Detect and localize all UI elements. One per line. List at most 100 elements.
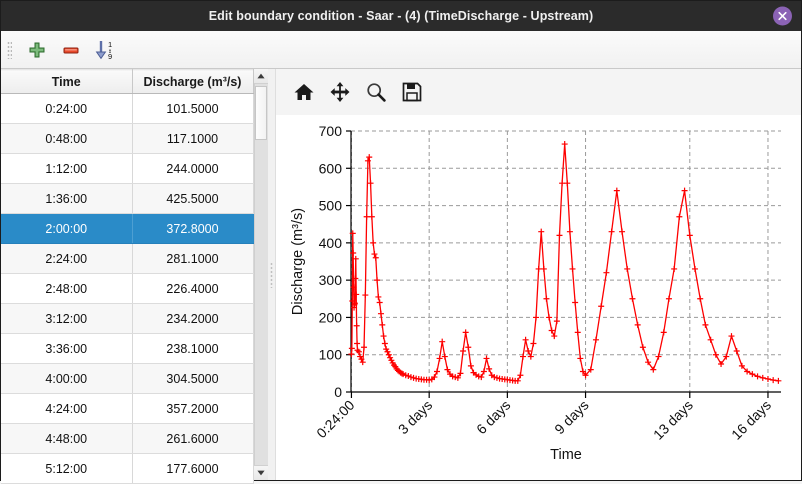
table-row[interactable]: 0:48:00 117.1000 — [1, 123, 254, 154]
table-row[interactable]: 4:00:00 304.5000 — [1, 363, 254, 394]
svg-text:1: 1 — [108, 40, 112, 49]
table-row[interactable]: 3:12:00 234.2000 — [1, 303, 254, 334]
y-tick-label: 300 — [319, 272, 343, 288]
chart-container[interactable]: 0 100 200 300 400 500 600 700 0:24:00 3 days 6 day… — [276, 115, 801, 480]
y-tick-label: 0 — [334, 384, 342, 400]
remove-row-button[interactable] — [54, 34, 88, 66]
cell-time[interactable]: 2:00:00 — [1, 213, 133, 244]
close-window-button[interactable] — [773, 6, 792, 26]
data-point-markers — [348, 141, 782, 384]
save-button[interactable] — [394, 75, 430, 109]
y-tick-label: 600 — [319, 160, 343, 176]
cell-discharge[interactable]: 372.8000 — [132, 213, 254, 244]
window-body: Time Discharge (m³/s) 0:24:00 101.5000 0:4… — [1, 69, 801, 484]
table-vertical-scrollbar[interactable] — [253, 69, 268, 480]
svg-text:9: 9 — [108, 52, 112, 61]
triangle-up-icon — [257, 73, 265, 79]
table-row[interactable]: 1:36:00 425.5000 — [1, 183, 254, 214]
y-tick-label: 500 — [319, 198, 343, 214]
cell-discharge[interactable]: 425.5000 — [132, 183, 254, 214]
cell-discharge[interactable]: 226.4000 — [132, 273, 254, 304]
pan-button[interactable] — [322, 75, 358, 109]
table-row[interactable]: 2:48:00 226.4000 — [1, 273, 254, 304]
x-tick-label: 0:24:00 — [313, 397, 357, 441]
cell-time[interactable]: 1:12:00 — [1, 153, 133, 184]
table-header-row: Time Discharge (m³/s) — [1, 69, 254, 94]
plot-pane: 0 100 200 300 400 500 600 700 0:24:00 3 days 6 day… — [276, 69, 801, 480]
cell-time[interactable]: 5:12:00 — [1, 453, 133, 484]
cell-time[interactable]: 0:48:00 — [1, 123, 133, 154]
cell-discharge[interactable]: 304.5000 — [132, 363, 254, 394]
table-row[interactable]: 3:36:00 238.1000 — [1, 333, 254, 364]
data-series-line — [350, 144, 779, 382]
magnifier-icon — [367, 83, 386, 102]
cell-time[interactable]: 2:24:00 — [1, 243, 133, 274]
scroll-down-button[interactable] — [254, 465, 268, 480]
y-axis-label: Discharge (m³/s) — [290, 208, 306, 315]
sort-ascending-icon: 1 9 — [95, 40, 112, 61]
home-icon — [294, 84, 314, 100]
plus-icon — [29, 42, 45, 57]
cell-time[interactable]: 1:36:00 — [1, 183, 133, 214]
data-table-pane: Time Discharge (m³/s) 0:24:00 101.5000 0:4… — [1, 69, 268, 484]
table-row[interactable]: 4:24:00 357.2000 — [1, 393, 254, 424]
table-body: 0:24:00 101.5000 0:48:00 117.1000 1:12:00 244… — [1, 93, 254, 484]
cell-time[interactable]: 0:24:00 — [1, 93, 133, 124]
cell-time[interactable]: 2:48:00 — [1, 273, 133, 304]
discharge-time-chart: 0 100 200 300 400 500 600 700 0:24:00 3 days 6 day… — [290, 123, 782, 463]
floppy-disk-icon — [402, 82, 422, 102]
window-titlebar: Edit boundary condition - Saar - (4) (Ti… — [1, 1, 801, 31]
cell-discharge[interactable]: 281.1000 — [132, 243, 254, 274]
zoom-button[interactable] — [358, 75, 394, 109]
cell-discharge[interactable]: 177.6000 — [132, 453, 254, 484]
table-row[interactable]: 0:24:00 101.5000 — [1, 93, 254, 124]
y-tick-label: 700 — [319, 123, 343, 139]
x-tick-label: 9 days — [551, 397, 591, 437]
cell-time[interactable]: 3:12:00 — [1, 303, 133, 334]
add-row-button[interactable] — [20, 34, 54, 66]
table-wrapper: Time Discharge (m³/s) 0:24:00 101.5000 0:4… — [1, 69, 268, 484]
x-tick-label: 3 days — [395, 397, 435, 437]
cell-discharge[interactable]: 261.6000 — [132, 423, 254, 454]
cell-discharge[interactable]: 117.1000 — [132, 123, 254, 154]
y-tick-label: 200 — [319, 309, 343, 325]
column-header-discharge[interactable]: Discharge (m³/s) — [132, 69, 254, 94]
window-title: Edit boundary condition - Saar - (4) (Ti… — [208, 9, 594, 23]
x-axis-label: Time — [550, 447, 582, 463]
table-row[interactable]: 1:12:00 244.0000 — [1, 153, 254, 184]
cell-discharge[interactable]: 101.5000 — [132, 93, 254, 124]
y-tick-label: 400 — [319, 235, 343, 251]
cell-time[interactable]: 3:36:00 — [1, 333, 133, 364]
cell-discharge[interactable]: 234.2000 — [132, 303, 254, 334]
table-row[interactable]: 5:12:00 177.6000 — [1, 453, 254, 484]
main-toolbar: 1 9 — [1, 31, 801, 69]
triangle-down-icon — [257, 470, 265, 476]
plot-toolbar — [276, 69, 801, 115]
scrollbar-thumb[interactable] — [255, 86, 267, 140]
table-row[interactable]: 2:24:00 281.1000 — [1, 243, 254, 274]
cell-discharge[interactable]: 238.1000 — [132, 333, 254, 364]
y-tick-label: 100 — [319, 347, 343, 363]
time-discharge-table[interactable]: Time Discharge (m³/s) 0:24:00 101.5000 0:4… — [1, 69, 254, 484]
toolbar-grip-handle[interactable] — [5, 39, 14, 61]
move-icon — [330, 82, 350, 102]
pane-splitter[interactable] — [267, 69, 276, 480]
sort-button[interactable]: 1 9 — [88, 34, 122, 66]
close-icon — [778, 11, 787, 21]
minus-icon — [63, 47, 79, 53]
column-header-time[interactable]: Time — [1, 69, 133, 94]
x-tick-label: 13 days — [650, 397, 696, 443]
x-tick-label: 16 days — [728, 397, 774, 443]
table-row[interactable]: 4:48:00 261.6000 — [1, 423, 254, 454]
scroll-up-button[interactable] — [254, 69, 268, 84]
cell-time[interactable]: 4:24:00 — [1, 393, 133, 424]
cell-time[interactable]: 4:00:00 — [1, 363, 133, 394]
cell-time[interactable]: 4:48:00 — [1, 423, 133, 454]
cell-discharge[interactable]: 244.0000 — [132, 153, 254, 184]
home-button[interactable] — [286, 75, 322, 109]
scrollbar-track[interactable] — [254, 84, 268, 465]
x-tick-label: 6 days — [473, 397, 513, 437]
table-row[interactable]: 2:00:00 372.8000 — [1, 213, 254, 244]
cell-discharge[interactable]: 357.2000 — [132, 393, 254, 424]
